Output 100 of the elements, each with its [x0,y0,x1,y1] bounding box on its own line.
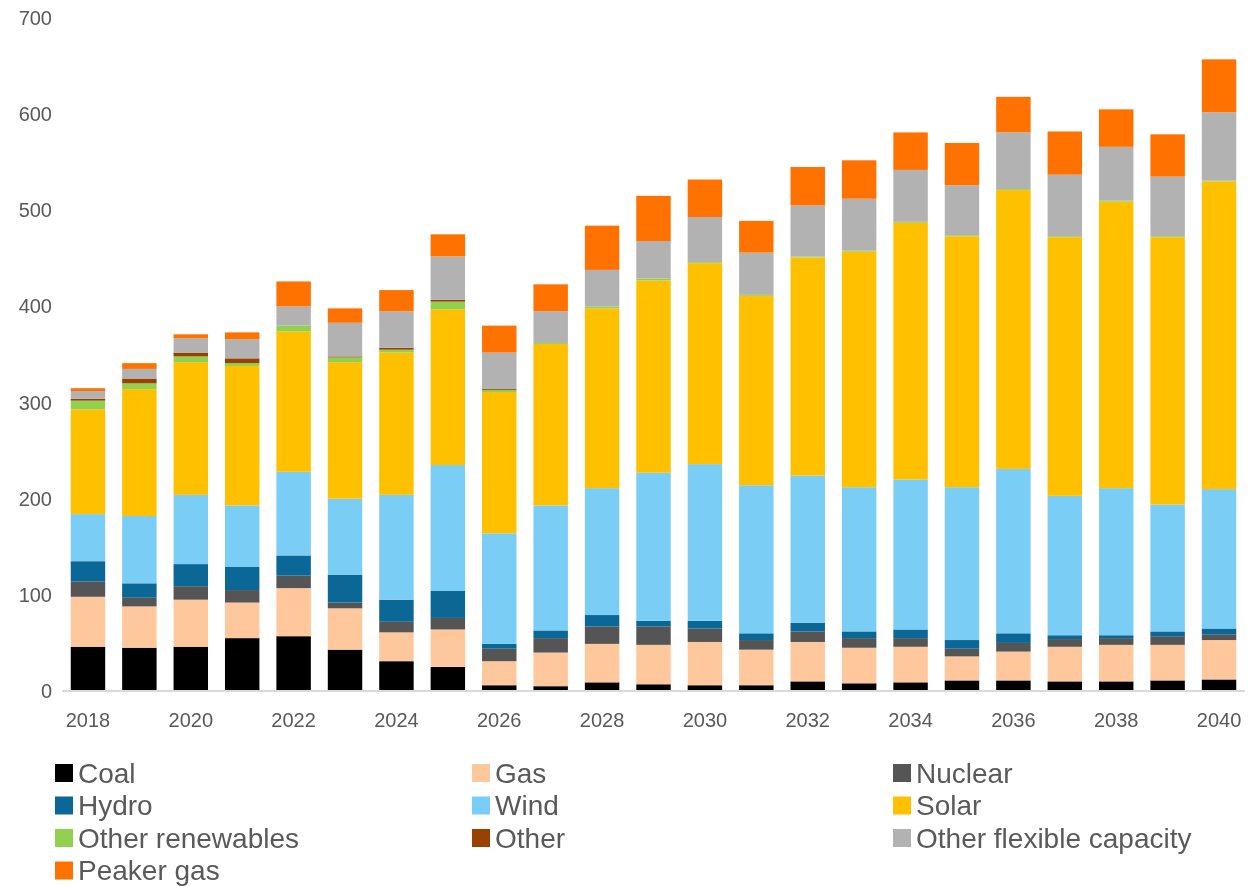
bar [944,648,980,657]
bar [1150,176,1185,237]
bar [893,682,928,691]
bar [327,362,363,499]
bar [224,638,260,691]
bar [584,615,620,627]
bar [70,514,106,562]
bar [122,647,157,691]
bar [893,169,928,222]
bar [636,684,671,691]
x-tick-label: 2032 [785,709,830,731]
bar [944,142,980,186]
bar [379,632,414,662]
bar [1098,109,1134,147]
bar [584,682,620,691]
x-tick-label: 2020 [168,709,214,731]
y-tick-label: 500 [18,199,52,222]
y-tick-label: 400 [18,295,52,318]
bar [1150,504,1185,632]
bar [70,388,106,392]
bar [1098,201,1134,489]
bar [327,608,363,650]
bar [482,352,517,390]
bar [996,633,1031,643]
bar [636,644,671,685]
bar [276,555,311,576]
bar [893,479,928,630]
bar [893,629,928,639]
legend-label: Other [495,822,566,854]
bar [70,646,106,691]
bar [1201,112,1237,181]
bar [1047,681,1083,691]
bar [687,217,723,263]
bar [584,308,620,489]
bar [1047,635,1083,640]
bar [996,190,1031,469]
bar [996,651,1031,681]
bar [1047,237,1083,496]
bar [893,132,928,170]
bar [224,358,260,364]
bar [70,400,106,410]
bar [996,132,1031,190]
bar [224,505,260,567]
bar [996,468,1031,634]
bar [173,599,209,647]
bar [739,633,774,641]
x-tick-label: 2022 [271,709,316,731]
bar [739,649,774,686]
bar [70,409,106,515]
legend-label: Other flexible capacity [916,822,1192,854]
bar [224,332,260,340]
bar [636,626,671,645]
bar [1047,646,1083,682]
bar [1098,488,1134,636]
bar [276,281,311,307]
bar [893,222,928,480]
bar [430,309,466,466]
bar [1047,131,1083,175]
bar [1201,181,1237,490]
legend-label: Other renewables [78,822,300,854]
bar [944,656,980,681]
bar [996,96,1031,133]
y-tick-label: 700 [18,7,52,29]
bar [893,638,928,647]
x-tick-label: 2026 [477,709,522,731]
bar [636,241,671,279]
bar [1150,680,1185,691]
bar [122,606,157,648]
bar [790,622,825,632]
bar [533,284,568,312]
bar [1150,636,1185,645]
legend-label: Hydro [78,790,153,822]
bar [430,234,466,257]
bar [379,352,414,495]
bar [1150,631,1185,637]
bar [841,251,877,488]
bar [122,389,157,517]
bar [327,322,363,357]
bar [1150,237,1185,505]
bar [173,334,209,339]
bar [173,356,209,363]
bar [790,205,825,257]
bar [70,596,106,647]
bar [122,583,157,598]
bar [430,591,466,618]
bar [944,185,980,236]
bar [739,295,774,486]
bar [636,472,671,621]
bar [687,628,723,642]
bar [841,160,877,199]
bar [841,647,877,684]
bar [841,638,877,648]
bar [482,661,517,686]
bar [430,629,466,667]
bar [841,683,877,691]
bar [224,363,260,367]
bar [944,236,980,488]
bar [790,681,825,691]
bar [996,642,1031,652]
bar [739,220,774,253]
